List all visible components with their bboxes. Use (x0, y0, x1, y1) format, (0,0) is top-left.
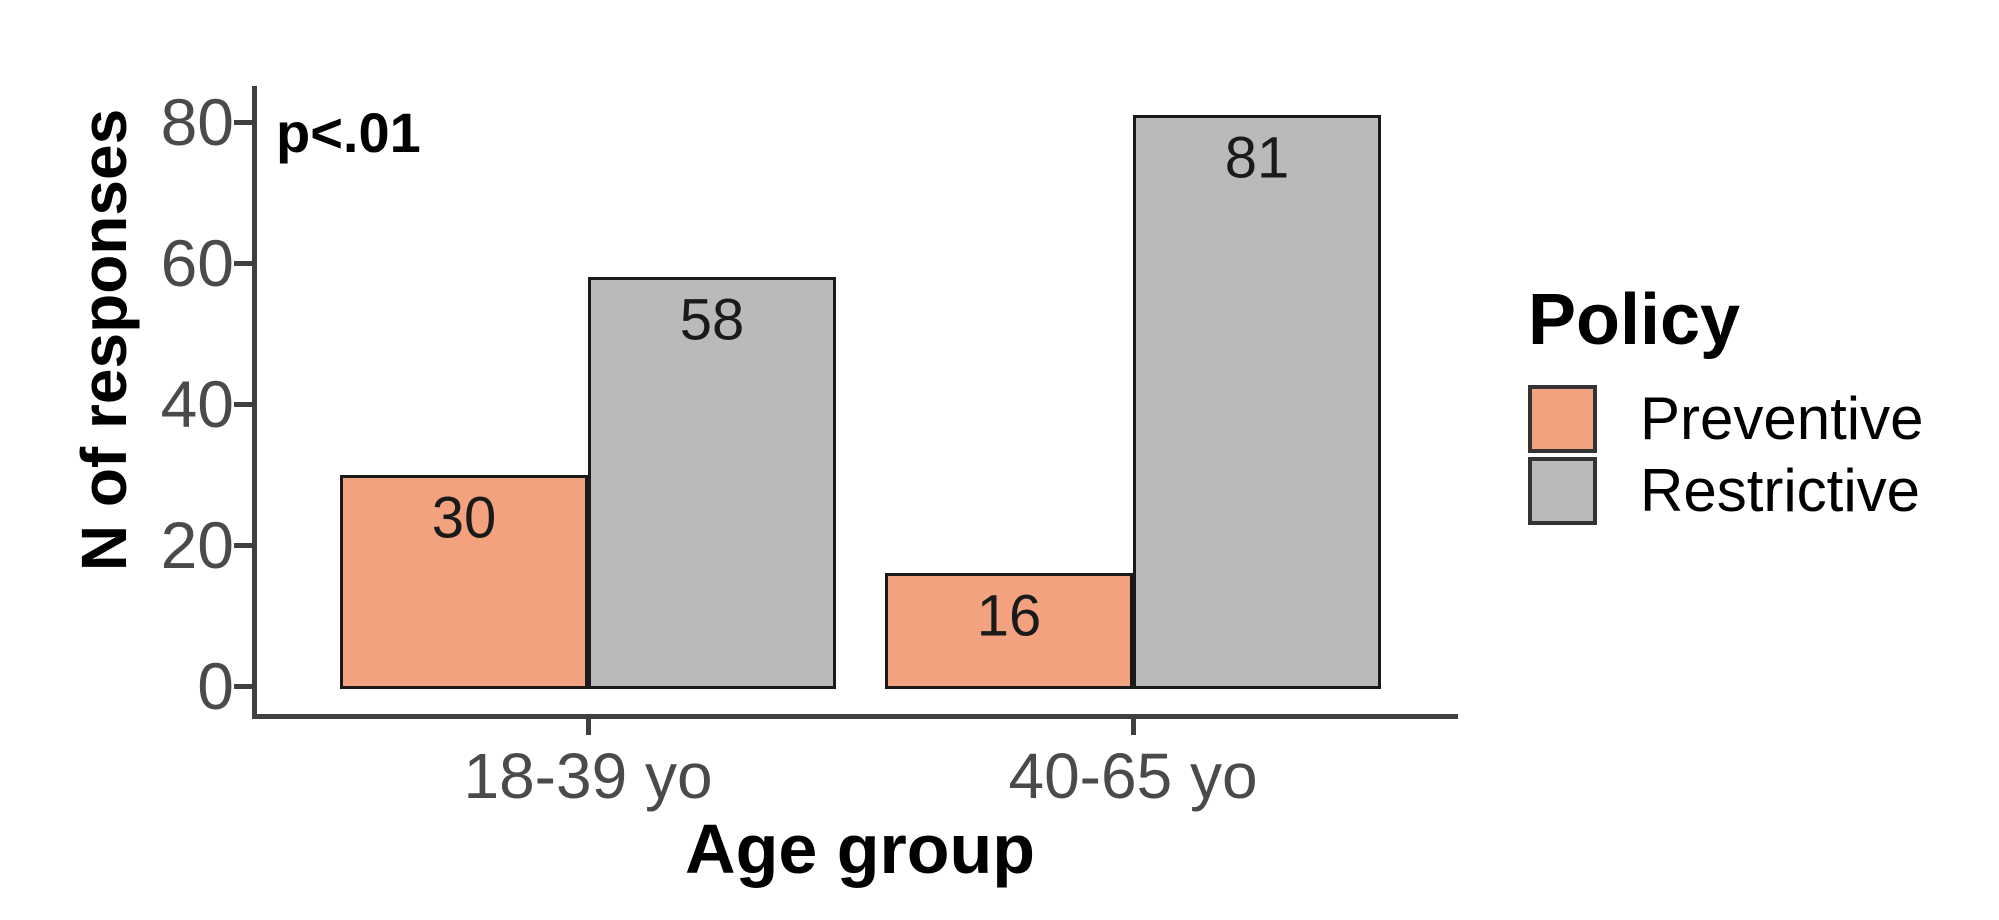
y-axis-tick (234, 543, 252, 548)
p-value-annotation: p<.01 (276, 101, 421, 164)
y-axis-tick (234, 120, 252, 125)
bar-preventive-2 (885, 573, 1133, 689)
bar-value-label: 81 (1224, 125, 1290, 191)
bar-value-label: 30 (431, 485, 497, 550)
legend-label-preventive: Preventive (1640, 385, 1924, 452)
legend: Policy Preventive Restrictive (1528, 282, 1923, 528)
legend-item-preventive: Preventive (1528, 384, 1923, 453)
x-axis-tick (586, 717, 591, 735)
y-axis-tick (234, 684, 252, 689)
bar-value-label: 16 (976, 583, 1042, 649)
y-axis-tick (234, 402, 252, 407)
bar-restrictive-2 (1133, 114, 1381, 689)
x-axis-title: Age group (685, 810, 1035, 888)
x-axis-line (252, 714, 1458, 719)
legend-item-restrictive: Restrictive (1528, 456, 1923, 525)
y-axis-tick-label: 60 (160, 226, 234, 300)
bar-preventive-1 (340, 474, 588, 689)
y-axis-tick-label: 80 (160, 85, 234, 159)
legend-title: Policy (1528, 280, 1741, 360)
x-axis-tick (1131, 717, 1136, 735)
y-axis-tick-label: 20 (160, 508, 234, 582)
bar-value-label: 58 (679, 287, 745, 353)
y-axis-line (252, 86, 257, 719)
preventive-color-swatch (1528, 384, 1597, 453)
x-axis-tick-label: 40-65 yo (1008, 740, 1258, 812)
legend-label-restrictive: Restrictive (1640, 457, 1921, 524)
y-axis-title: N of responses (68, 108, 140, 572)
bar-restrictive-1 (588, 277, 836, 689)
y-axis-tick (234, 261, 252, 266)
x-axis-tick-label: 18-39 yo (463, 740, 713, 812)
y-axis-tick-label: 0 (197, 649, 234, 723)
restrictive-color-swatch (1528, 456, 1597, 525)
y-axis-tick-label: 40 (160, 367, 234, 441)
